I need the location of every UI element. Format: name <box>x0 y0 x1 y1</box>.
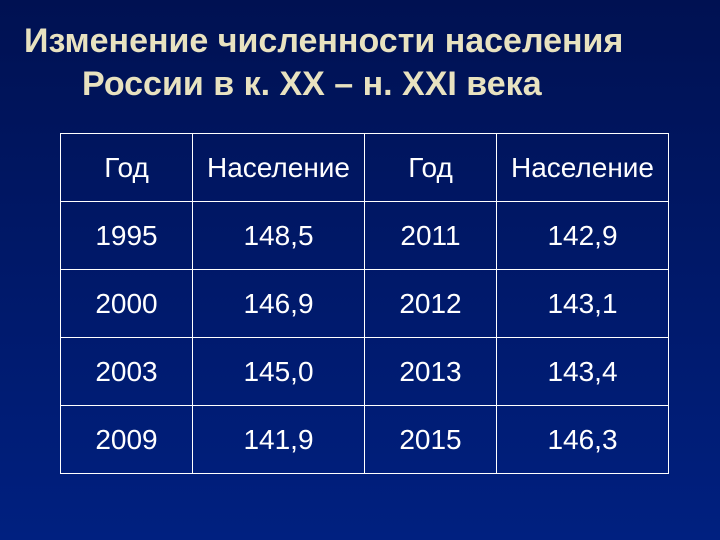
cell: 142,9 <box>497 202 669 270</box>
table-row: 2003 145,0 2013 143,4 <box>61 338 669 406</box>
table-row: 2009 141,9 2015 146,3 <box>61 406 669 474</box>
cell: 143,4 <box>497 338 669 406</box>
title-line-1: Изменение численности населения <box>24 22 623 60</box>
header-cell: Население <box>497 134 669 202</box>
table-row: 1995 148,5 2011 142,9 <box>61 202 669 270</box>
cell: 146,9 <box>193 270 365 338</box>
cell: 141,9 <box>193 406 365 474</box>
cell: 145,0 <box>193 338 365 406</box>
cell: 2011 <box>365 202 497 270</box>
table-header-row: Год Население Год Население <box>61 134 669 202</box>
slide-title: Изменение численности населения России в… <box>20 20 700 105</box>
cell: 146,3 <box>497 406 669 474</box>
cell: 2000 <box>61 270 193 338</box>
header-cell: Год <box>61 134 193 202</box>
table-row: 2000 146,9 2012 143,1 <box>61 270 669 338</box>
slide: Изменение численности населения России в… <box>0 0 720 540</box>
header-cell: Год <box>365 134 497 202</box>
cell: 2003 <box>61 338 193 406</box>
header-cell: Население <box>193 134 365 202</box>
cell: 148,5 <box>193 202 365 270</box>
cell: 143,1 <box>497 270 669 338</box>
population-table: Год Население Год Население 1995 148,5 2… <box>60 133 669 474</box>
cell: 2013 <box>365 338 497 406</box>
cell: 2009 <box>61 406 193 474</box>
cell: 2015 <box>365 406 497 474</box>
title-line-2: России в к. XX – н. XXI века <box>24 63 700 106</box>
cell: 2012 <box>365 270 497 338</box>
cell: 1995 <box>61 202 193 270</box>
